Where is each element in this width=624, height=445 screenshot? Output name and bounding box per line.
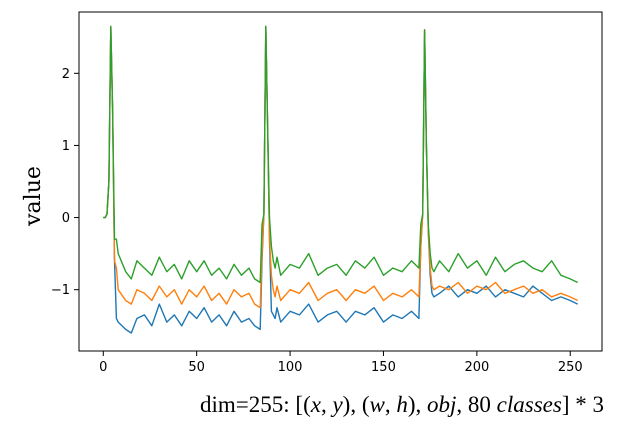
caption-sep: , bbox=[384, 392, 397, 417]
line-chart: 0 50 100 150 200 250 −1 0 1 2 value bbox=[21, 11, 603, 375]
caption: dim=255: [(x, y), (w, h), obj, 80 classe… bbox=[0, 392, 624, 418]
caption-h: h bbox=[396, 392, 408, 417]
caption-suffix: ] * 3 bbox=[561, 392, 604, 417]
caption-sep: ), bbox=[407, 392, 428, 417]
x-tick-label: 200 bbox=[464, 360, 489, 375]
series-line-3 bbox=[103, 25, 579, 284]
caption-sep: , bbox=[320, 392, 333, 417]
caption-sep: ), ( bbox=[342, 392, 370, 417]
caption-classes: classes bbox=[496, 392, 562, 417]
x-axis: 0 50 100 150 200 250 bbox=[99, 351, 583, 375]
y-tick-label: −1 bbox=[51, 283, 70, 298]
caption-obj: obj bbox=[427, 392, 457, 417]
x-tick-label: 0 bbox=[99, 360, 107, 375]
plot-frame bbox=[78, 11, 603, 352]
y-tick-label: 1 bbox=[62, 139, 70, 154]
caption-y: y bbox=[332, 392, 343, 417]
x-tick-label: 150 bbox=[371, 360, 396, 375]
y-tick-label: 2 bbox=[62, 67, 70, 82]
series-line-1 bbox=[103, 25, 579, 334]
x-tick-label: 250 bbox=[558, 360, 583, 375]
y-tick-label: 0 bbox=[62, 211, 70, 226]
caption-prefix: dim=255: [( bbox=[200, 392, 311, 417]
series-line-2 bbox=[103, 25, 579, 309]
caption-sep: , 80 bbox=[456, 392, 497, 417]
x-tick-label: 100 bbox=[278, 360, 303, 375]
caption-x: x bbox=[310, 392, 321, 417]
caption-w: w bbox=[369, 392, 385, 417]
x-tick-label: 50 bbox=[188, 360, 205, 375]
y-axis: −1 0 1 2 bbox=[51, 67, 79, 298]
y-axis-label: value bbox=[21, 166, 46, 227]
series-layer bbox=[103, 25, 579, 334]
